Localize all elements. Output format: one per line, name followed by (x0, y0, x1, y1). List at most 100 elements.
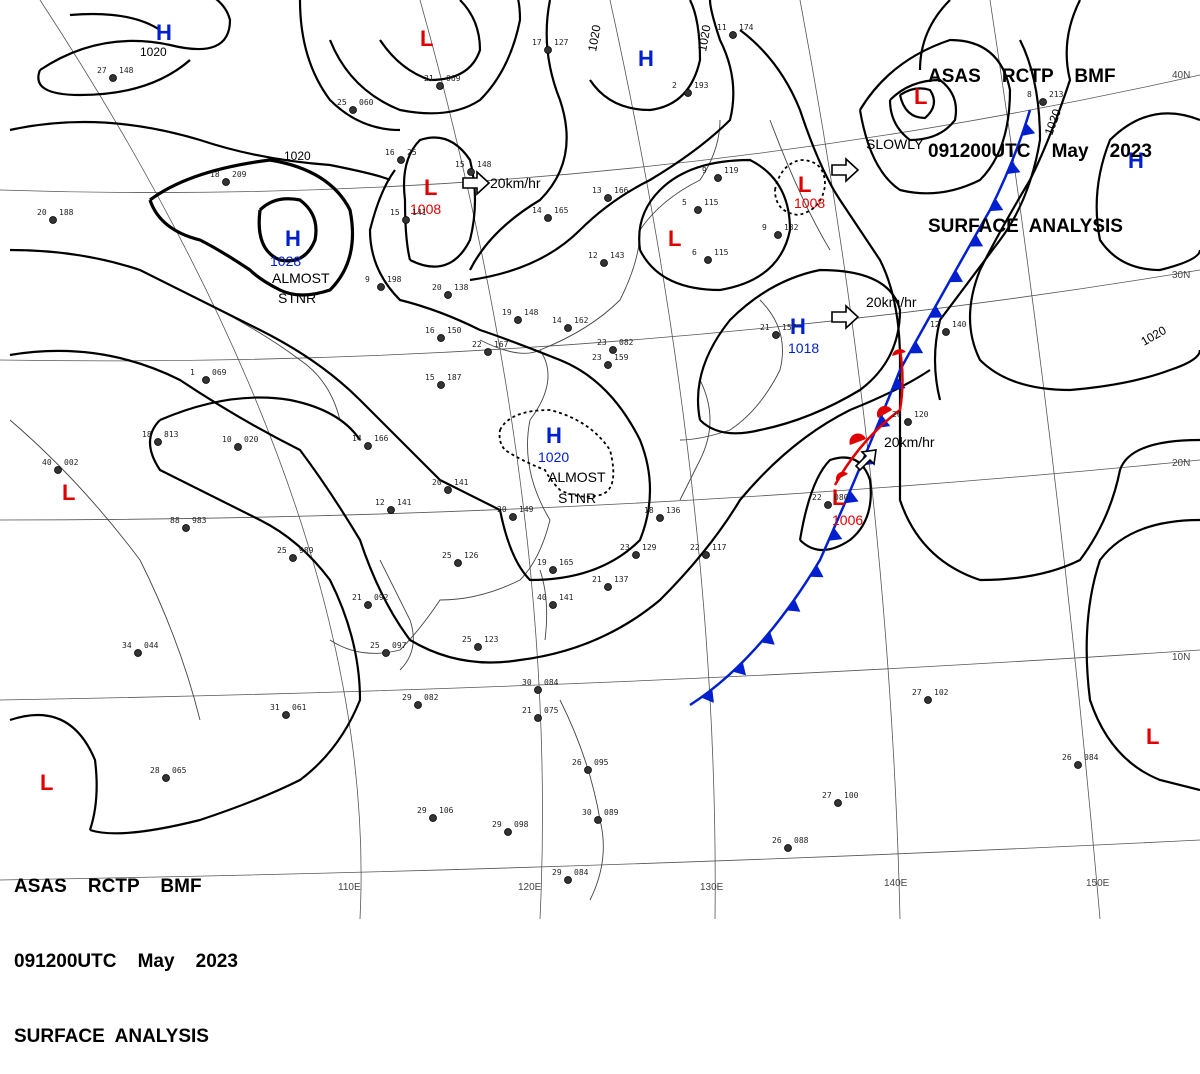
station-temp: 29 (402, 693, 412, 702)
station-marker (514, 316, 522, 324)
station-temp: 25 (462, 635, 472, 644)
station-marker (534, 686, 542, 694)
station-marker (564, 876, 572, 884)
station-temp: 21 (424, 74, 434, 83)
station-marker (1039, 98, 1047, 106)
station-marker (604, 194, 612, 202)
station-temp: 6 (692, 248, 697, 257)
station-plot: 30 089 (582, 808, 619, 824)
arrow-icon (831, 157, 860, 183)
station-temp: 9 (365, 275, 370, 284)
low-center-southeast: L (1146, 724, 1159, 749)
isobar-label: 1020 (140, 45, 167, 59)
station-pressure: 140 (952, 320, 967, 329)
station-marker (397, 156, 405, 164)
station-plot: 29 082 (402, 693, 439, 709)
station-plot: 19 165 (537, 558, 574, 574)
header-line: SURFACE ANALYSIS (928, 216, 1123, 237)
station-temp: 19 (502, 308, 512, 317)
station-temp: 27 (822, 791, 832, 800)
station-marker (437, 334, 445, 342)
station-plot: 14 166 (352, 434, 389, 450)
station-temp: 40 (42, 458, 52, 467)
station-temp: 9 (762, 223, 767, 232)
station-temp: 88 (170, 516, 180, 525)
cold-front (689, 109, 1036, 707)
station-plot: 15 148 (455, 160, 492, 176)
station-pressure: 069 (212, 368, 227, 377)
station-marker (544, 46, 552, 54)
station-temp: 29 (552, 868, 562, 877)
station-marker (784, 844, 792, 852)
station-marker (549, 566, 557, 574)
station-temp: 23 (620, 543, 630, 552)
station-marker (824, 501, 832, 509)
cold-front-triangle (828, 527, 843, 541)
station-plot: 26 095 (572, 758, 609, 774)
station-marker (289, 554, 297, 562)
station-plot: 20 141 (432, 478, 469, 494)
station-plot: 9 198 (365, 275, 402, 291)
low-center-manchuria: L (424, 175, 437, 200)
station-temp: 31 (270, 703, 280, 712)
station-pressure: 117 (712, 543, 727, 552)
station-pressure: 187 (447, 373, 462, 382)
station-temp: 27 (912, 688, 922, 697)
station-marker (904, 418, 912, 426)
station-temp: 26 (1062, 753, 1072, 762)
station-marker (772, 331, 780, 339)
station-marker (714, 174, 722, 182)
station-pressure: 198 (387, 275, 402, 284)
station-pressure: 129 (642, 543, 657, 552)
station-temp: 2 (672, 81, 677, 90)
lat-label: 10N (1172, 652, 1190, 663)
station-pressure: 126 (464, 551, 479, 560)
graticule (0, 0, 1200, 919)
station-plot: 13 166 (592, 186, 629, 202)
header-line: 091200UTC May 2023 (928, 141, 1152, 162)
cold-front-triangle (1021, 122, 1036, 137)
station-marker (364, 601, 372, 609)
cold-front-triangle (701, 689, 714, 703)
station-plot: 10 020 (222, 435, 259, 451)
station-pressure: 165 (559, 558, 574, 567)
high-center-east: H (1128, 148, 1144, 173)
cold-front-triangle (809, 564, 824, 578)
station-marker (234, 443, 242, 451)
station-pressure: 065 (172, 766, 187, 775)
high-pressure-value: 1018 (788, 340, 819, 356)
station-temp: 25 (337, 98, 347, 107)
station-temp: 25 (277, 546, 287, 555)
station-plot: 5 115 (682, 198, 719, 214)
station-pressure: 148 (524, 308, 539, 317)
station-plot: 16 150 (425, 326, 462, 342)
station-plot: 21 092 (352, 593, 389, 609)
station-temp: 16 (385, 148, 395, 157)
station-temp: 25 (442, 551, 452, 560)
low-center-okhotsk: L (798, 172, 811, 197)
station-pressure: 209 (232, 170, 247, 179)
system-note: STNR (558, 490, 596, 506)
station-pressure: 100 (844, 791, 859, 800)
lat-label: 40N (1172, 70, 1190, 81)
station-plot: 23 129 (620, 543, 657, 559)
low-center-frontal: L (832, 485, 845, 510)
coastlines (9, 119, 831, 901)
station-marker (454, 559, 462, 567)
station-marker (656, 514, 664, 522)
station-marker (534, 714, 542, 722)
station-pressure: 075 (544, 706, 559, 715)
station-pressure: 132 (784, 223, 799, 232)
high-center-north: H (638, 46, 654, 71)
cold-front-triangle (949, 269, 964, 283)
chart-header-bottom: ASAS RCTP BMF 091200UTC May 2023 SURFACE… (14, 824, 238, 1074)
station-marker (544, 214, 552, 222)
header-line: ASAS RCTP BMF (14, 876, 202, 897)
station-marker (429, 814, 437, 822)
station-marker (414, 701, 422, 709)
station-plot: 21 137 (592, 575, 629, 591)
station-plot: 12 141 (375, 498, 412, 514)
station-pressure: 069 (446, 74, 461, 83)
station-plot: 40 002 (42, 458, 79, 474)
station-temp: 8 (1027, 90, 1032, 99)
